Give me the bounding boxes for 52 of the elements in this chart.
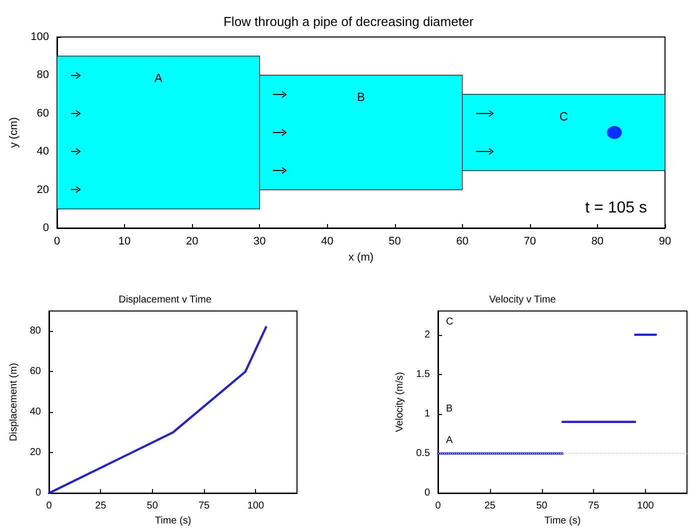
chart-title: Velocity v Time: [489, 294, 556, 306]
x-tick-label: 100: [247, 500, 264, 512]
y-tick-label: 0.5: [416, 448, 430, 460]
x-tick-label: 25: [484, 500, 496, 512]
y-axis-title: Velocity (m/s): [394, 372, 406, 432]
y-tick-label: 2: [424, 329, 430, 340]
y-tick-label: 80: [36, 69, 49, 82]
x-tick-label: 70: [524, 236, 536, 248]
y-tick-label: 100: [30, 31, 49, 43]
x-axis-title: Time (s): [154, 516, 192, 526]
x-tick-label: 75: [198, 500, 210, 512]
x-axis-title: x (m): [348, 251, 374, 264]
x-tick-label: 40: [321, 236, 334, 248]
x-tick-label: 0: [54, 236, 60, 248]
y-axis-title: Displacement (m): [8, 362, 20, 442]
y-tick-label: 20: [36, 184, 49, 196]
y-tick-label: 1.5: [416, 368, 430, 380]
annotation: B: [446, 403, 453, 414]
x-tick-label: 30: [254, 236, 266, 248]
x-tick-label: 50: [536, 500, 548, 512]
x-tick-label: 50: [388, 236, 401, 248]
x-axis-title: Time (s): [544, 516, 581, 526]
x-tick-label: 75: [588, 500, 600, 512]
y-tick-label: 0: [424, 488, 430, 499]
line-series: [48, 326, 268, 494]
annotation: A: [154, 71, 162, 86]
x-tick-label: 100: [637, 500, 654, 512]
annotation: C: [559, 109, 568, 124]
annotation: t = 105 s: [585, 200, 647, 216]
x-tick-label: 0: [435, 500, 442, 512]
y-tick-label: 1: [424, 408, 430, 420]
y-axis-title: y (cm): [8, 117, 20, 148]
annotation: B: [356, 90, 366, 104]
y-tick-label: 0: [42, 222, 49, 234]
chart-title: Flow through a pipe of decreasing diameter: [223, 14, 474, 29]
x-tick-label: 90: [658, 236, 672, 248]
y-tick-label: 80: [30, 326, 42, 337]
y-tick-label: 60: [30, 366, 42, 378]
y-tick-label: 0: [35, 488, 42, 499]
y-tick-label: 40: [30, 406, 42, 418]
y-tick-label: 60: [36, 107, 49, 120]
x-tick-label: 80: [591, 236, 604, 248]
x-tick-label: 25: [95, 500, 107, 512]
annotation: A: [446, 435, 453, 446]
chart-title: Displacement v Time: [118, 294, 212, 306]
x-tick-label: 20: [186, 236, 198, 248]
x-tick-label: 10: [118, 236, 131, 248]
x-tick-label: 50: [146, 500, 158, 512]
y-tick-label: 40: [36, 146, 49, 158]
annotation: C: [446, 316, 454, 328]
y-tick-label: 20: [30, 447, 42, 458]
x-tick-label: 60: [456, 236, 468, 248]
